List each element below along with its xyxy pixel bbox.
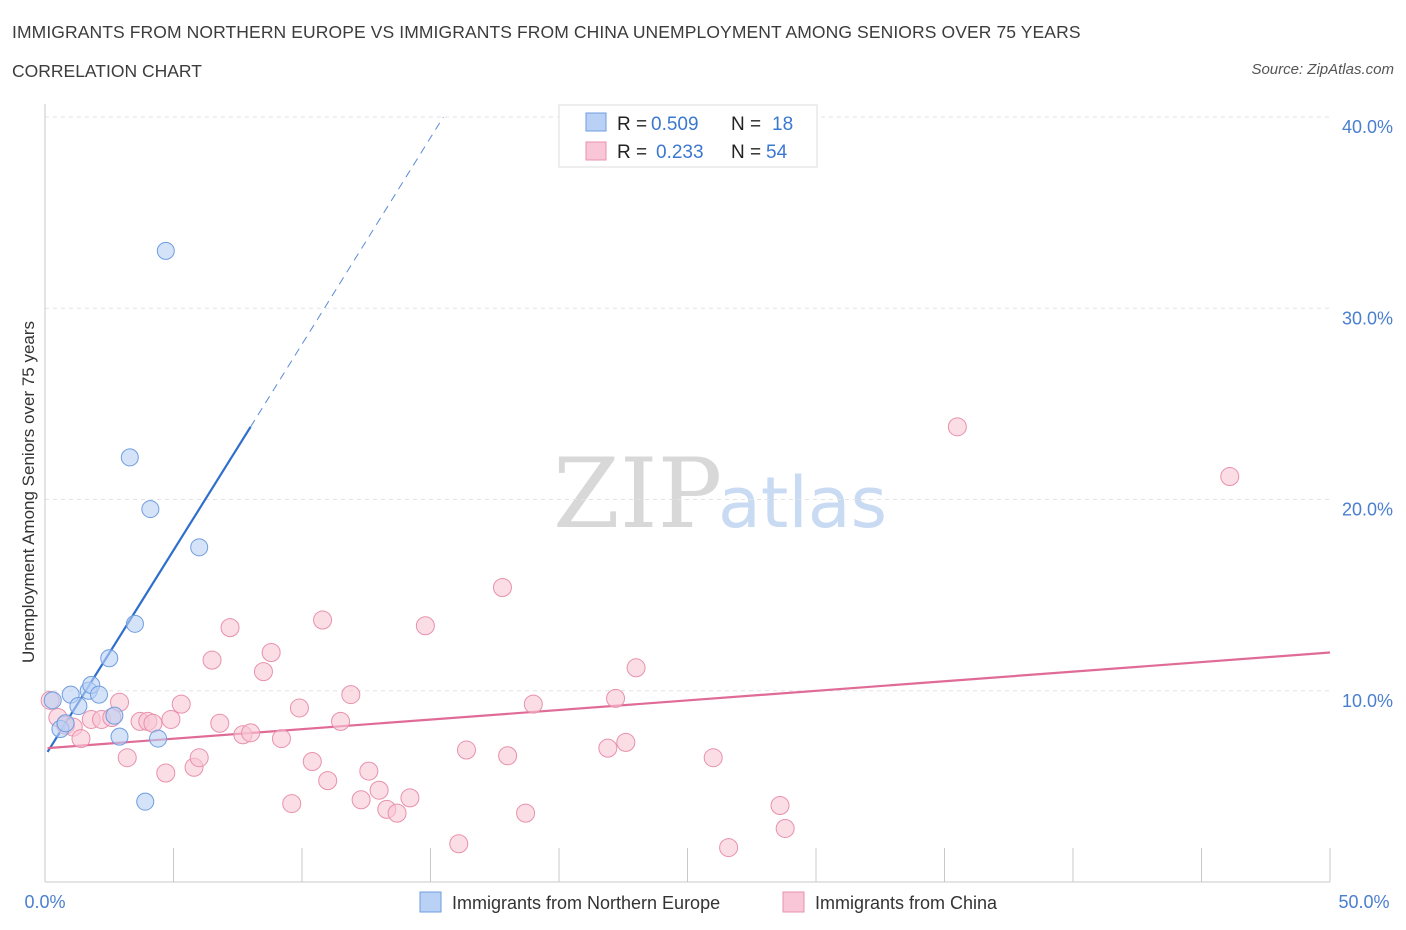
point-china (616, 732, 636, 752)
point-china (282, 794, 302, 814)
series-northern-europe-points (43, 241, 209, 811)
point-china (71, 729, 91, 749)
legend-r-value-1: 0.509 (651, 114, 699, 135)
x-tick-label-max: 50.0% (1338, 892, 1389, 912)
point-northern-europe (120, 448, 139, 467)
point-china (400, 788, 420, 808)
bottom-legend-label-northern-europe: Immigrants from Northern Europe (452, 893, 720, 913)
trend-lines (46, 116, 1331, 753)
point-china (351, 790, 371, 810)
point-china (626, 658, 646, 678)
bottom-legend-label-china: Immigrants from China (815, 893, 998, 913)
point-china (302, 752, 322, 772)
point-china (161, 709, 181, 729)
point-china (220, 618, 240, 638)
point-china (606, 688, 626, 708)
point-northern-europe (149, 729, 168, 748)
chart-source: Source: ZipAtlas.com (1251, 61, 1394, 78)
chart-title: IMMIGRANTS FROM NORTHERN EUROPE VS IMMIG… (12, 22, 1081, 42)
legend-n-value-2: 54 (766, 142, 788, 163)
point-china (498, 746, 518, 766)
point-china (598, 738, 618, 758)
legend-swatch-china (585, 141, 607, 161)
point-china (492, 577, 512, 597)
watermark: ZIP atlas (553, 438, 887, 550)
point-china (253, 662, 273, 682)
trend-northern-europe-extension (250, 116, 444, 428)
point-northern-europe (136, 792, 155, 811)
watermark-atlas-text: atlas (718, 462, 887, 544)
point-china (117, 748, 137, 768)
legend-n-value-1: 18 (772, 114, 793, 135)
point-china (523, 694, 543, 714)
point-china (210, 713, 230, 733)
point-northern-europe (100, 649, 119, 668)
point-china (341, 685, 361, 705)
point-northern-europe (89, 685, 108, 704)
point-china (289, 698, 309, 718)
point-northern-europe (105, 706, 124, 725)
point-china (271, 729, 291, 749)
point-china (947, 417, 967, 437)
point-china (313, 610, 333, 630)
stats-legend: R = 0.509 N = 18 R = 0.233 N = 54 (558, 104, 818, 168)
legend-r-label-2: R = (617, 142, 647, 163)
point-northern-europe (190, 538, 209, 557)
series-legend: Immigrants from Northern Europe Immigran… (419, 891, 998, 913)
point-china (202, 650, 222, 670)
point-china (775, 818, 795, 838)
y-tick-labels: 10.0% 20.0% 30.0% 40.0% (1342, 117, 1393, 711)
point-china (331, 711, 351, 731)
point-china (703, 748, 723, 768)
point-china (359, 761, 379, 781)
point-china (719, 838, 739, 858)
point-china (415, 616, 435, 636)
bottom-legend-swatch-china (782, 891, 805, 913)
point-china (261, 643, 281, 662)
x-axis-ticks (44, 848, 1331, 882)
legend-n-label-1: N = (731, 114, 761, 135)
point-china (369, 780, 389, 800)
point-china (1220, 467, 1240, 487)
point-northern-europe (56, 714, 75, 733)
legend-swatch-northern-europe (585, 112, 607, 132)
point-northern-europe (141, 500, 160, 519)
point-china (318, 771, 338, 791)
point-china (387, 803, 407, 823)
legend-n-label-2: N = (731, 142, 761, 163)
y-tick-label: 40.0% (1342, 117, 1393, 137)
point-china (456, 740, 476, 760)
point-china (189, 748, 209, 768)
point-northern-europe (156, 241, 175, 260)
chart-subtitle: CORRELATION CHART (12, 61, 202, 81)
point-china (241, 723, 261, 743)
point-china (156, 763, 176, 783)
point-china (770, 796, 790, 815)
point-china (171, 694, 191, 714)
point-china (143, 713, 163, 733)
trend-china (47, 651, 1331, 750)
point-northern-europe (69, 697, 88, 716)
point-northern-europe (43, 691, 62, 710)
point-northern-europe (125, 614, 144, 633)
legend-r-value-2: 0.233 (656, 142, 704, 163)
x-tick-label-min: 0.0% (24, 892, 65, 912)
point-china (449, 834, 469, 854)
y-axis-title: Unemployment Among Seniors over 75 years (19, 321, 38, 663)
gridlines (45, 116, 1330, 692)
y-tick-label: 10.0% (1342, 691, 1393, 711)
point-china (516, 803, 536, 823)
legend-r-label-1: R = (617, 114, 647, 135)
y-tick-label: 30.0% (1342, 308, 1393, 328)
bottom-legend-swatch-northern-europe (419, 891, 442, 913)
watermark-zip-text: ZIP (553, 438, 722, 550)
point-northern-europe (110, 727, 129, 746)
y-tick-label: 20.0% (1342, 500, 1393, 520)
